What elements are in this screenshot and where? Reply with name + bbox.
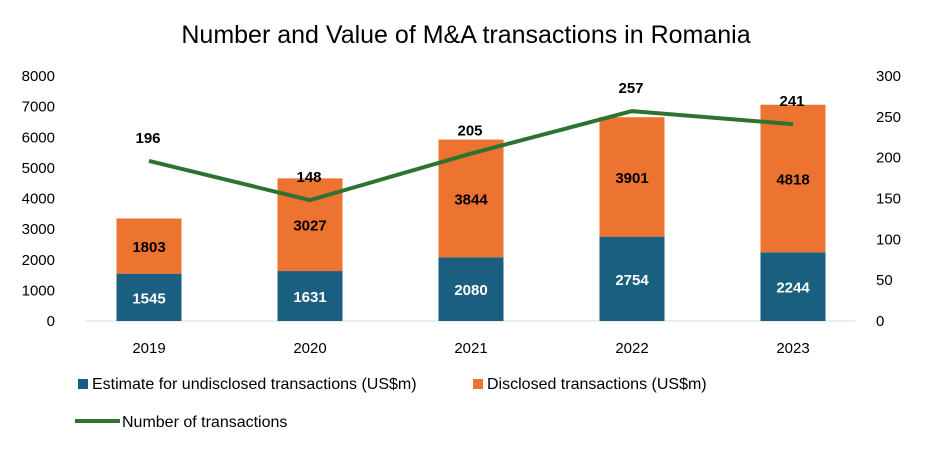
line-data-label: 241 xyxy=(779,93,804,110)
line-data-label: 205 xyxy=(457,123,482,140)
bar-data-label: 3844 xyxy=(454,191,488,208)
left-axis-tick-label: 8000 xyxy=(22,68,55,85)
bar-data-label: 4818 xyxy=(776,172,809,189)
bar-data-label: 2080 xyxy=(454,282,487,299)
right-axis-tick-label: 50 xyxy=(876,272,893,289)
right-axis-tick-label: 250 xyxy=(876,109,901,126)
left-axis-tick-label: 5000 xyxy=(22,160,55,177)
right-axis-tick-label: 300 xyxy=(876,68,901,85)
right-axis-tick-label: 100 xyxy=(876,231,901,248)
left-axis-tick-label: 6000 xyxy=(22,129,55,146)
left-axis-tick-label: 4000 xyxy=(22,191,55,208)
bar-segment xyxy=(116,218,182,274)
bar-data-label: 3901 xyxy=(615,170,648,187)
right-axis-tick-label: 0 xyxy=(876,313,884,330)
bar-data-label: 1631 xyxy=(293,289,326,306)
bar-data-label: 1803 xyxy=(132,239,165,256)
line-path xyxy=(148,109,794,203)
bar-segment xyxy=(438,257,504,321)
bar-segment xyxy=(760,252,826,321)
bar-segment xyxy=(599,236,665,321)
legend-swatch-undisclosed xyxy=(78,379,88,389)
bar-data-label: 2754 xyxy=(615,272,649,289)
left-axis-tick-label: 3000 xyxy=(22,221,55,238)
x-axis-tick-label: 2021 xyxy=(454,340,487,357)
left-y-axis: 0 1000 2000 3000 4000 5000 6000 7000 8000 xyxy=(22,68,55,330)
legend-label-disclosed: Disclosed transactions (US$m) xyxy=(487,376,707,393)
x-axis-tick-label: 2022 xyxy=(615,340,648,357)
legend: Estimate for undisclosed transactions (U… xyxy=(75,376,707,431)
left-axis-tick-label: 0 xyxy=(47,313,55,330)
right-axis-tick-label: 150 xyxy=(876,191,901,208)
left-axis-tick-label: 1000 xyxy=(22,282,55,299)
line-data-label: 257 xyxy=(618,80,643,97)
bar-segment xyxy=(277,271,343,321)
chart-title: Number and Value of M&A transactions in … xyxy=(181,21,750,49)
x-axis-tick-label: 2019 xyxy=(132,340,165,357)
bar-segment xyxy=(116,273,182,321)
line-data-label: 148 xyxy=(296,169,321,186)
right-y-axis: 0 50 100 150 200 250 300 xyxy=(876,68,901,330)
x-axis-tick-label: 2020 xyxy=(293,340,326,357)
right-axis-tick-label: 200 xyxy=(876,150,901,167)
legend-swatch-disclosed xyxy=(473,379,483,389)
line-series: 196 148 205 257 241 xyxy=(135,80,805,203)
left-axis-tick-label: 7000 xyxy=(22,99,55,116)
bar-data-label: 1545 xyxy=(132,290,165,307)
x-axis-tick-label: 2023 xyxy=(776,340,809,357)
bar-data-label: 3027 xyxy=(293,218,326,235)
bar-segment xyxy=(760,104,826,253)
line-data-label: 196 xyxy=(135,130,160,147)
legend-label-undisclosed: Estimate for undisclosed transactions (U… xyxy=(92,376,417,393)
bar-data-label: 2244 xyxy=(776,280,810,297)
bar-segment xyxy=(599,117,665,237)
legend-label-number-of-transactions: Number of transactions xyxy=(122,414,287,431)
x-axis-ticks: 2019 2020 2021 2022 2023 xyxy=(132,340,809,357)
left-axis-tick-label: 2000 xyxy=(22,252,55,269)
